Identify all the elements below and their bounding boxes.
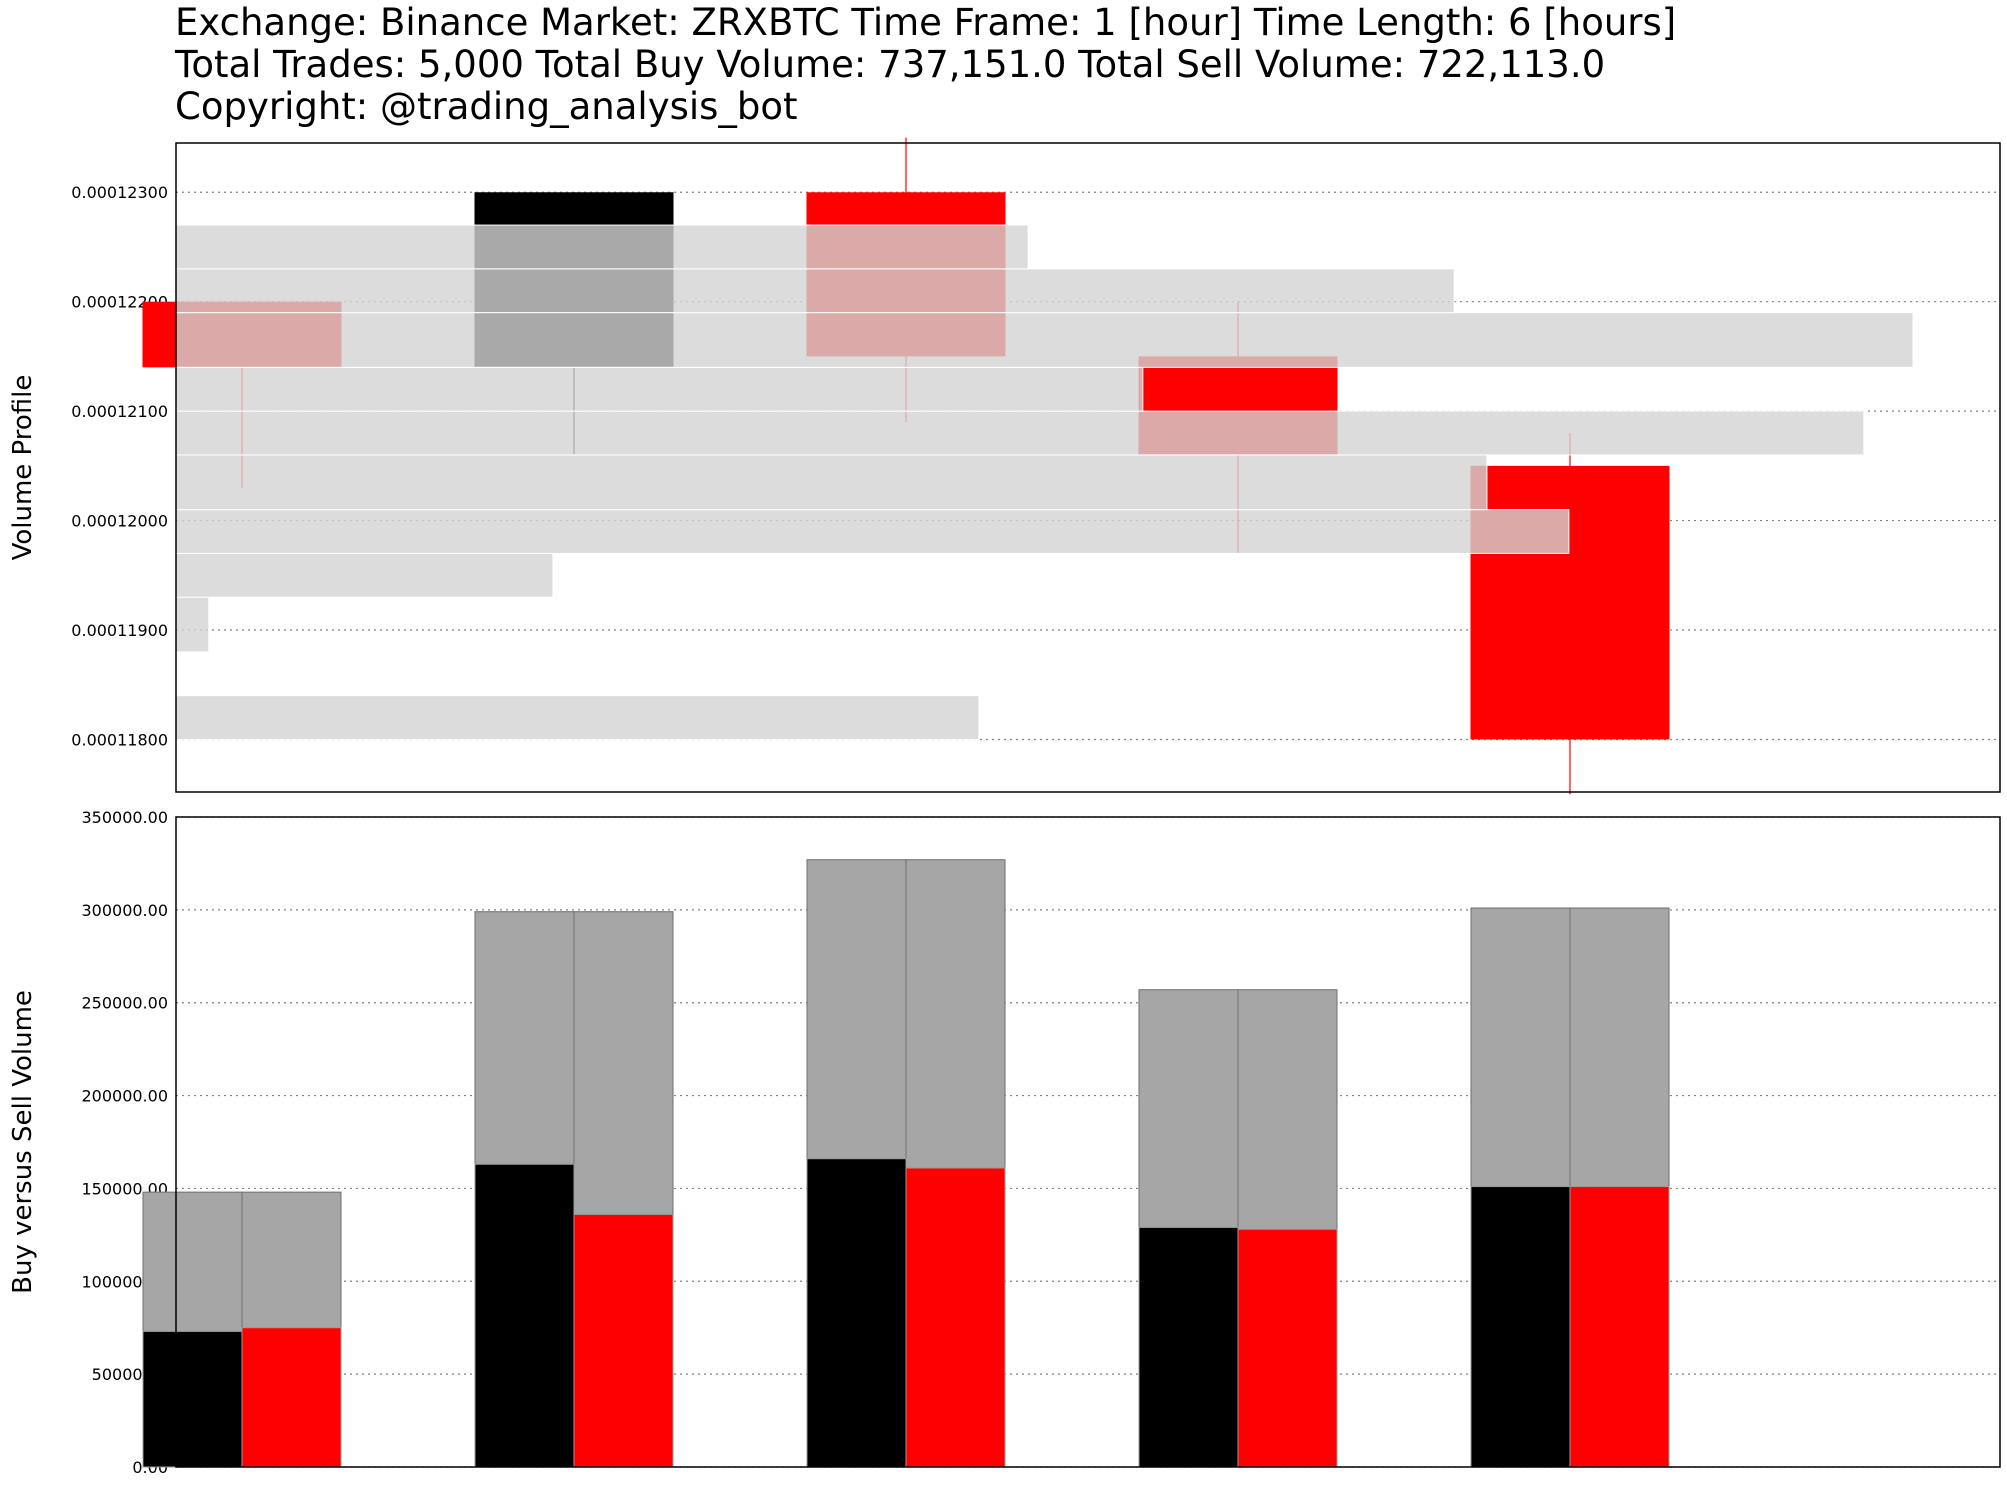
chart-title-line-1: Exchange: Binance Market: ZRXBTC Time Fr… xyxy=(175,1,1677,44)
buy-volume-bar xyxy=(806,1158,907,1468)
bottom-y-axis-label: Buy versus Sell Volume xyxy=(8,990,38,1294)
bottom-y-tick-label: 300000.00 xyxy=(81,901,168,920)
top-y-tick-label: 0.00011800 xyxy=(71,730,168,749)
bottom-plot-frame xyxy=(175,816,2001,1468)
volume-profile-bar xyxy=(175,596,210,653)
buy-volume-bar xyxy=(1470,1186,1571,1468)
sell-volume-bar xyxy=(905,1167,1006,1468)
chart-title-block: Exchange: Binance Market: ZRXBTC Time Fr… xyxy=(175,2,1676,128)
volume-profile-bar xyxy=(175,454,1488,511)
bottom-y-tick-label: 200000.00 xyxy=(81,1087,168,1106)
volume-profile-bar xyxy=(175,410,1865,456)
top-y-tick-label: 0.00012100 xyxy=(71,402,168,421)
volume-profile-bar xyxy=(175,552,554,598)
volume-profile-bar xyxy=(175,366,1144,412)
chart-title-line-2: Total Trades: 5,000 Total Buy Volume: 73… xyxy=(175,43,1606,86)
buy-volume-bar xyxy=(474,1163,575,1468)
top-y-tick-label: 0.00011900 xyxy=(71,621,168,640)
buy-volume-bar xyxy=(1138,1226,1239,1468)
sell-volume-bar xyxy=(241,1327,342,1468)
bottom-y-tick-label: 250000.00 xyxy=(81,994,168,1013)
sell-volume-bar xyxy=(573,1213,674,1468)
sell-volume-bar xyxy=(1237,1228,1338,1468)
volume-profile-bar xyxy=(175,312,1914,368)
volume-profile-bar xyxy=(175,268,1455,314)
chart-title-line-3: Copyright: @trading_analysis_bot xyxy=(175,85,798,128)
bottom-y-tick-label: 350000.00 xyxy=(81,808,168,827)
volume-profile-bar xyxy=(175,695,980,740)
top-plot-frame xyxy=(175,142,2001,793)
top-y-tick-label: 0.00012000 xyxy=(71,512,168,531)
buy-volume-bar xyxy=(142,1330,243,1468)
sell-volume-bar xyxy=(1569,1186,1670,1468)
top-y-axis-label: Volume Profile xyxy=(8,375,38,561)
candle-body xyxy=(1470,465,1670,740)
volume-profile-bar xyxy=(175,224,1029,270)
top-y-tick-label: 0.00012300 xyxy=(71,183,168,202)
volume-profile-bar xyxy=(175,509,1570,554)
